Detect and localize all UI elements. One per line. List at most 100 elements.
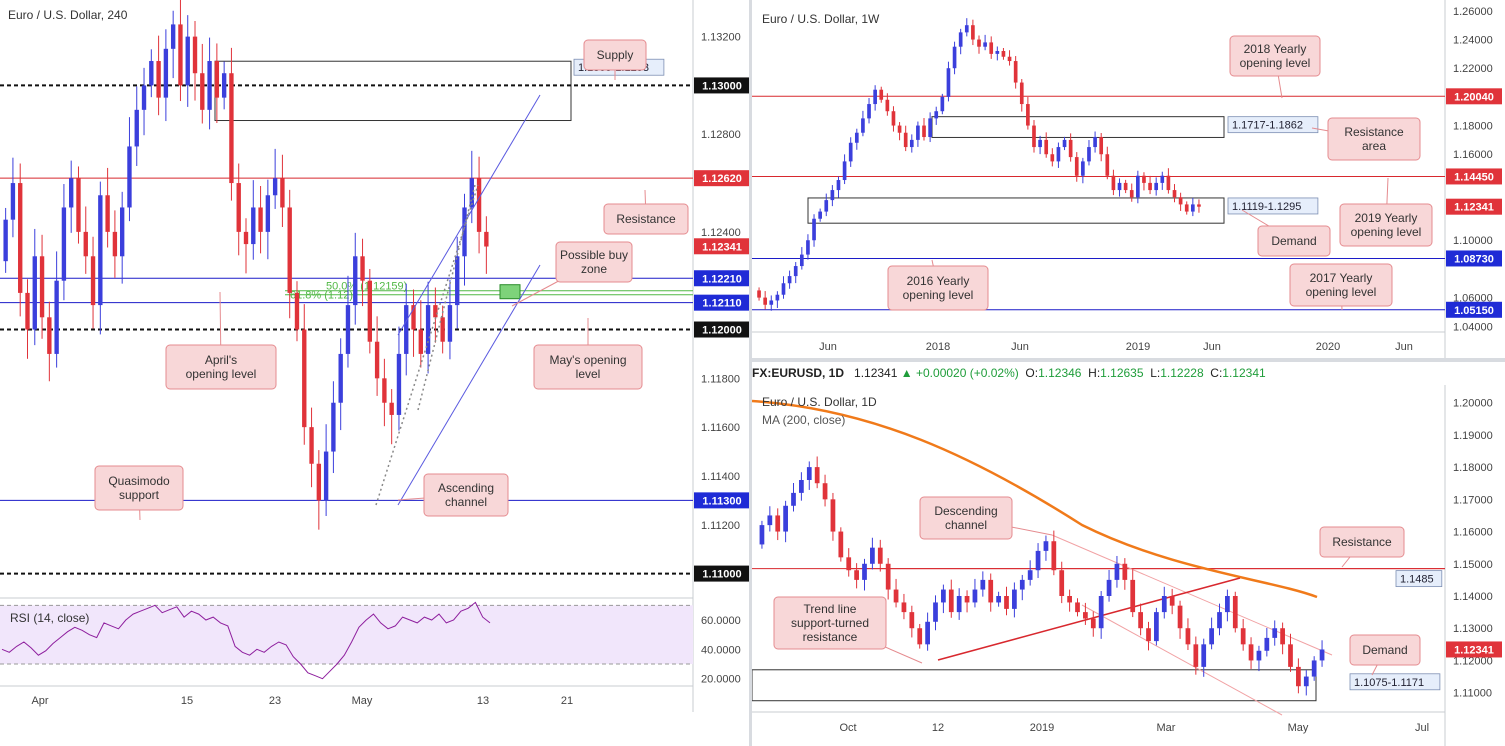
weekly-candle: [1154, 182, 1159, 191]
h4-dotted-trend-2: [417, 184, 476, 411]
h4-level-111000-tag: [694, 565, 749, 582]
symbol-info-bar: FX:EURUSD, 1D 1.12341 ▲ +0.00020 (+0.02%…: [752, 363, 1503, 383]
daily-candle: [1122, 563, 1128, 580]
h4-callout-supply-box: [583, 39, 647, 71]
h4-candle: [287, 207, 292, 293]
h4-candle: [309, 427, 314, 464]
h4-candle: [476, 178, 482, 232]
weekly-ytick: 1.06000: [1453, 293, 1493, 305]
h4-candle: [221, 73, 227, 98]
weekly-candle: [1172, 190, 1177, 198]
d-level-1485-label-bg: [1395, 570, 1443, 588]
h4-candle: [302, 329, 307, 428]
weekly-candle: [1093, 137, 1097, 148]
weekly-xtick: Jun: [1395, 341, 1413, 353]
h4-candle: [243, 231, 249, 245]
weekly-candle: [977, 39, 981, 47]
h4-candle: [178, 24, 183, 86]
h4-chart-title: Euro / U.S. Dollar, 240: [8, 8, 128, 22]
h4-callout-may-text: level: [576, 367, 601, 381]
h4-candle: [265, 195, 271, 232]
weekly-candle: [1032, 125, 1036, 148]
h4-channel-upper: [397, 94, 541, 336]
daily-candle: [909, 612, 915, 629]
daily-candle: [1161, 596, 1167, 613]
weekly-ytick: 1.24000: [1453, 35, 1493, 47]
weekly-candle: [1081, 161, 1085, 176]
h4-fib-50-label: 50.0% (1.12159): [326, 281, 407, 293]
panel-divider-vertical[interactable]: [749, 0, 752, 746]
daily-callout-trendline-box: [773, 596, 887, 650]
daily-callout-desc-channel-text: channel: [945, 518, 987, 532]
weekly-callout-res-area-text: area: [1362, 139, 1386, 153]
weekly-chart-svg[interactable]: 1.26000 1.24000 1.22000 1.18000 1.16000 1.100…: [752, 0, 1505, 358]
weekly-candle: [1099, 137, 1104, 155]
h4-callout-april-text: opening level: [186, 367, 257, 381]
daily-candle: [925, 621, 930, 645]
panel-divider-horizontal[interactable]: [752, 358, 1505, 362]
weekly-candle: [971, 25, 975, 40]
weekly-callout-2017-text: opening level: [1306, 285, 1377, 299]
daily-candle: [1090, 618, 1096, 629]
h4-chart-panel[interactable]: 1.13200 1.12800 1.12400 1.11800 1.11600 1.114…: [0, 0, 749, 712]
weekly-xtick: Jun: [819, 341, 837, 353]
daily-desc-channel-lower: [1081, 604, 1283, 716]
h4-level-112210-tag-text: 1.12210: [702, 273, 742, 285]
weekly-candle: [897, 125, 902, 133]
weekly-candle: [1068, 139, 1073, 158]
weekly-callout-res-area-text: Resistance: [1344, 125, 1404, 139]
daily-ytick: 1.16000: [1453, 527, 1493, 539]
weekly-candle: [952, 46, 957, 69]
h4-candle: [119, 207, 125, 257]
h4-candle: [316, 463, 322, 501]
weekly-ytick: 1.04000: [1453, 321, 1493, 333]
h4-candle: [353, 256, 358, 306]
weekly-demand-zone: [807, 197, 1225, 224]
h4-channel-lower: [397, 264, 541, 506]
h4-chart-svg[interactable]: 1.13200 1.12800 1.12400 1.11800 1.11600 1.114…: [0, 0, 749, 712]
info-c-label: C:: [1210, 366, 1223, 380]
info-low: 1.12228: [1160, 366, 1204, 380]
h4-rsi-line: [1, 601, 491, 680]
daily-ytick: 1.17000: [1453, 494, 1493, 506]
daily-candle: [783, 505, 788, 532]
weekly-xtick: 2018: [926, 341, 950, 353]
daily-candle: [885, 563, 891, 590]
daily-candle: [1067, 596, 1072, 603]
h4-callout-quasimodo-text: Quasimodo: [108, 474, 170, 488]
weekly-candle: [958, 32, 963, 47]
w-level-105150-tag: [1446, 301, 1502, 318]
weekly-candle: [1129, 190, 1134, 198]
daily-chart-svg[interactable]: 1.20000 1.19000 1.18000 1.17000 1.16000 1.150…: [752, 385, 1505, 746]
h4-candle: [411, 305, 416, 330]
daily-candle: [901, 602, 907, 613]
h4-rsi-band: [0, 605, 693, 664]
h4-candle: [3, 219, 8, 262]
h4-level-112341-tag-text: 1.12341: [702, 241, 742, 253]
weekly-candle: [830, 190, 835, 201]
h4-candle: [272, 178, 278, 196]
info-h-label: H:: [1088, 366, 1101, 380]
w-level-112341-tag-text: 1.12341: [1454, 202, 1494, 214]
h4-candle: [149, 61, 154, 86]
weekly-background: [752, 0, 1505, 358]
info-last: 1.12341: [854, 366, 898, 380]
weekly-candle: [812, 218, 816, 241]
daily-chart-panel[interactable]: 1.20000 1.19000 1.18000 1.17000 1.16000 1.150…: [752, 385, 1505, 746]
weekly-candle: [940, 96, 945, 112]
daily-ytick: 1.14000: [1453, 591, 1493, 603]
weekly-ytick: 1.22000: [1453, 63, 1493, 75]
daily-candle: [799, 480, 804, 493]
daily-candle: [870, 547, 875, 564]
weekly-candle: [995, 51, 1000, 54]
h4-candle: [61, 207, 67, 281]
weekly-chart-panel[interactable]: 1.26000 1.24000 1.22000 1.18000 1.16000 1.100…: [752, 0, 1505, 358]
weekly-candle: [842, 161, 847, 181]
weekly-callout-2016-text: 2016 Yearly: [907, 274, 970, 288]
weekly-candle: [793, 266, 798, 277]
w-level-105150-tag-text: 1.05150: [1454, 305, 1494, 317]
daily-candle: [1019, 579, 1025, 590]
h4-ytick: 1.11400: [701, 471, 740, 483]
h4-candle: [455, 256, 460, 306]
weekly-candle: [916, 125, 920, 140]
